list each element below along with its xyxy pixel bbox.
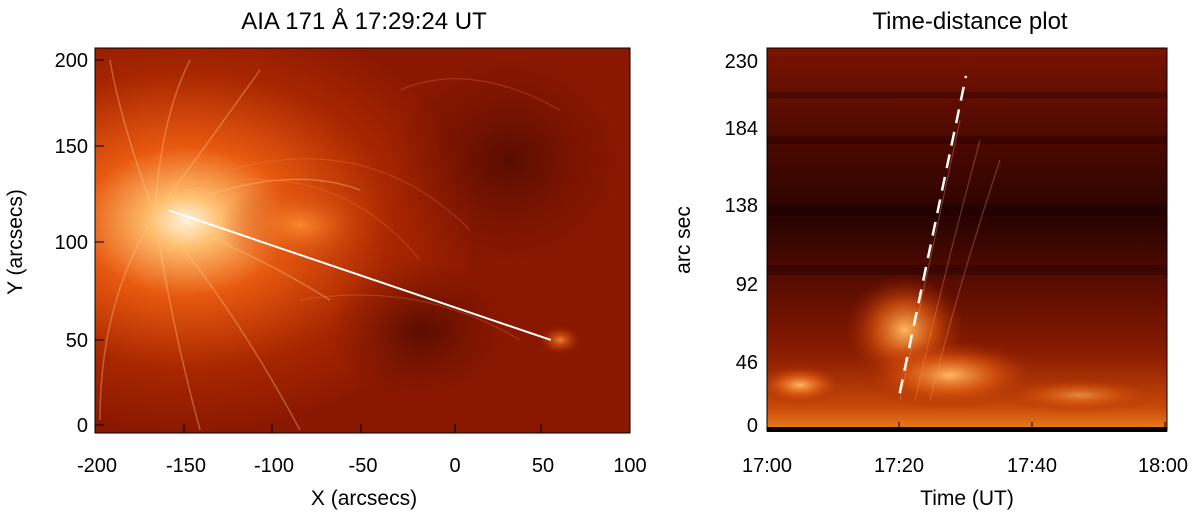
left-xtick: -150 <box>166 455 206 477</box>
left-xtick: -200 <box>77 455 117 477</box>
left-image <box>95 48 630 433</box>
right-ytick: 0 <box>747 415 758 437</box>
right-xtick: 17:20 <box>874 455 924 477</box>
right-ytick: 230 <box>725 51 758 73</box>
left-xtick: -50 <box>349 455 378 477</box>
left-title: AIA 171 Å 17:29:24 UT <box>241 7 487 35</box>
right-ytick: 92 <box>736 274 758 296</box>
left-ytick: 0 <box>77 415 88 437</box>
right-ylabel: arc sec <box>672 206 695 274</box>
right-image <box>767 48 1167 431</box>
left-xtick: 100 <box>613 455 646 477</box>
right-ytick: 184 <box>725 118 758 140</box>
left-xtick: -100 <box>254 455 294 477</box>
right-ytick: 138 <box>725 195 758 217</box>
left-xtick: 0 <box>449 455 460 477</box>
left-xlabel: X (arcsecs) <box>311 487 417 510</box>
right-xtick: 17:40 <box>1007 455 1057 477</box>
left-xtick: 50 <box>532 455 554 477</box>
right-ytick: 46 <box>736 352 758 374</box>
right-tick-marks <box>766 422 1166 431</box>
left-ytick: 200 <box>55 50 88 72</box>
right-xtick: 17:00 <box>742 455 792 477</box>
left-ytick: 150 <box>55 136 88 158</box>
left-ylabel: Y (arcsecs) <box>4 189 27 295</box>
slit-line <box>168 209 552 341</box>
right-xtick: 18:00 <box>1138 455 1188 477</box>
right-title: Time-distance plot <box>872 8 1068 35</box>
dashed-fit-line <box>898 75 968 394</box>
left-frame <box>94 47 631 434</box>
right-bottom-bar <box>767 427 1167 432</box>
left-ytick: 50 <box>66 330 88 352</box>
left-ytick: 100 <box>55 232 88 254</box>
right-xlabel: Time (UT) <box>920 487 1014 510</box>
left-tick-marks <box>94 59 631 433</box>
